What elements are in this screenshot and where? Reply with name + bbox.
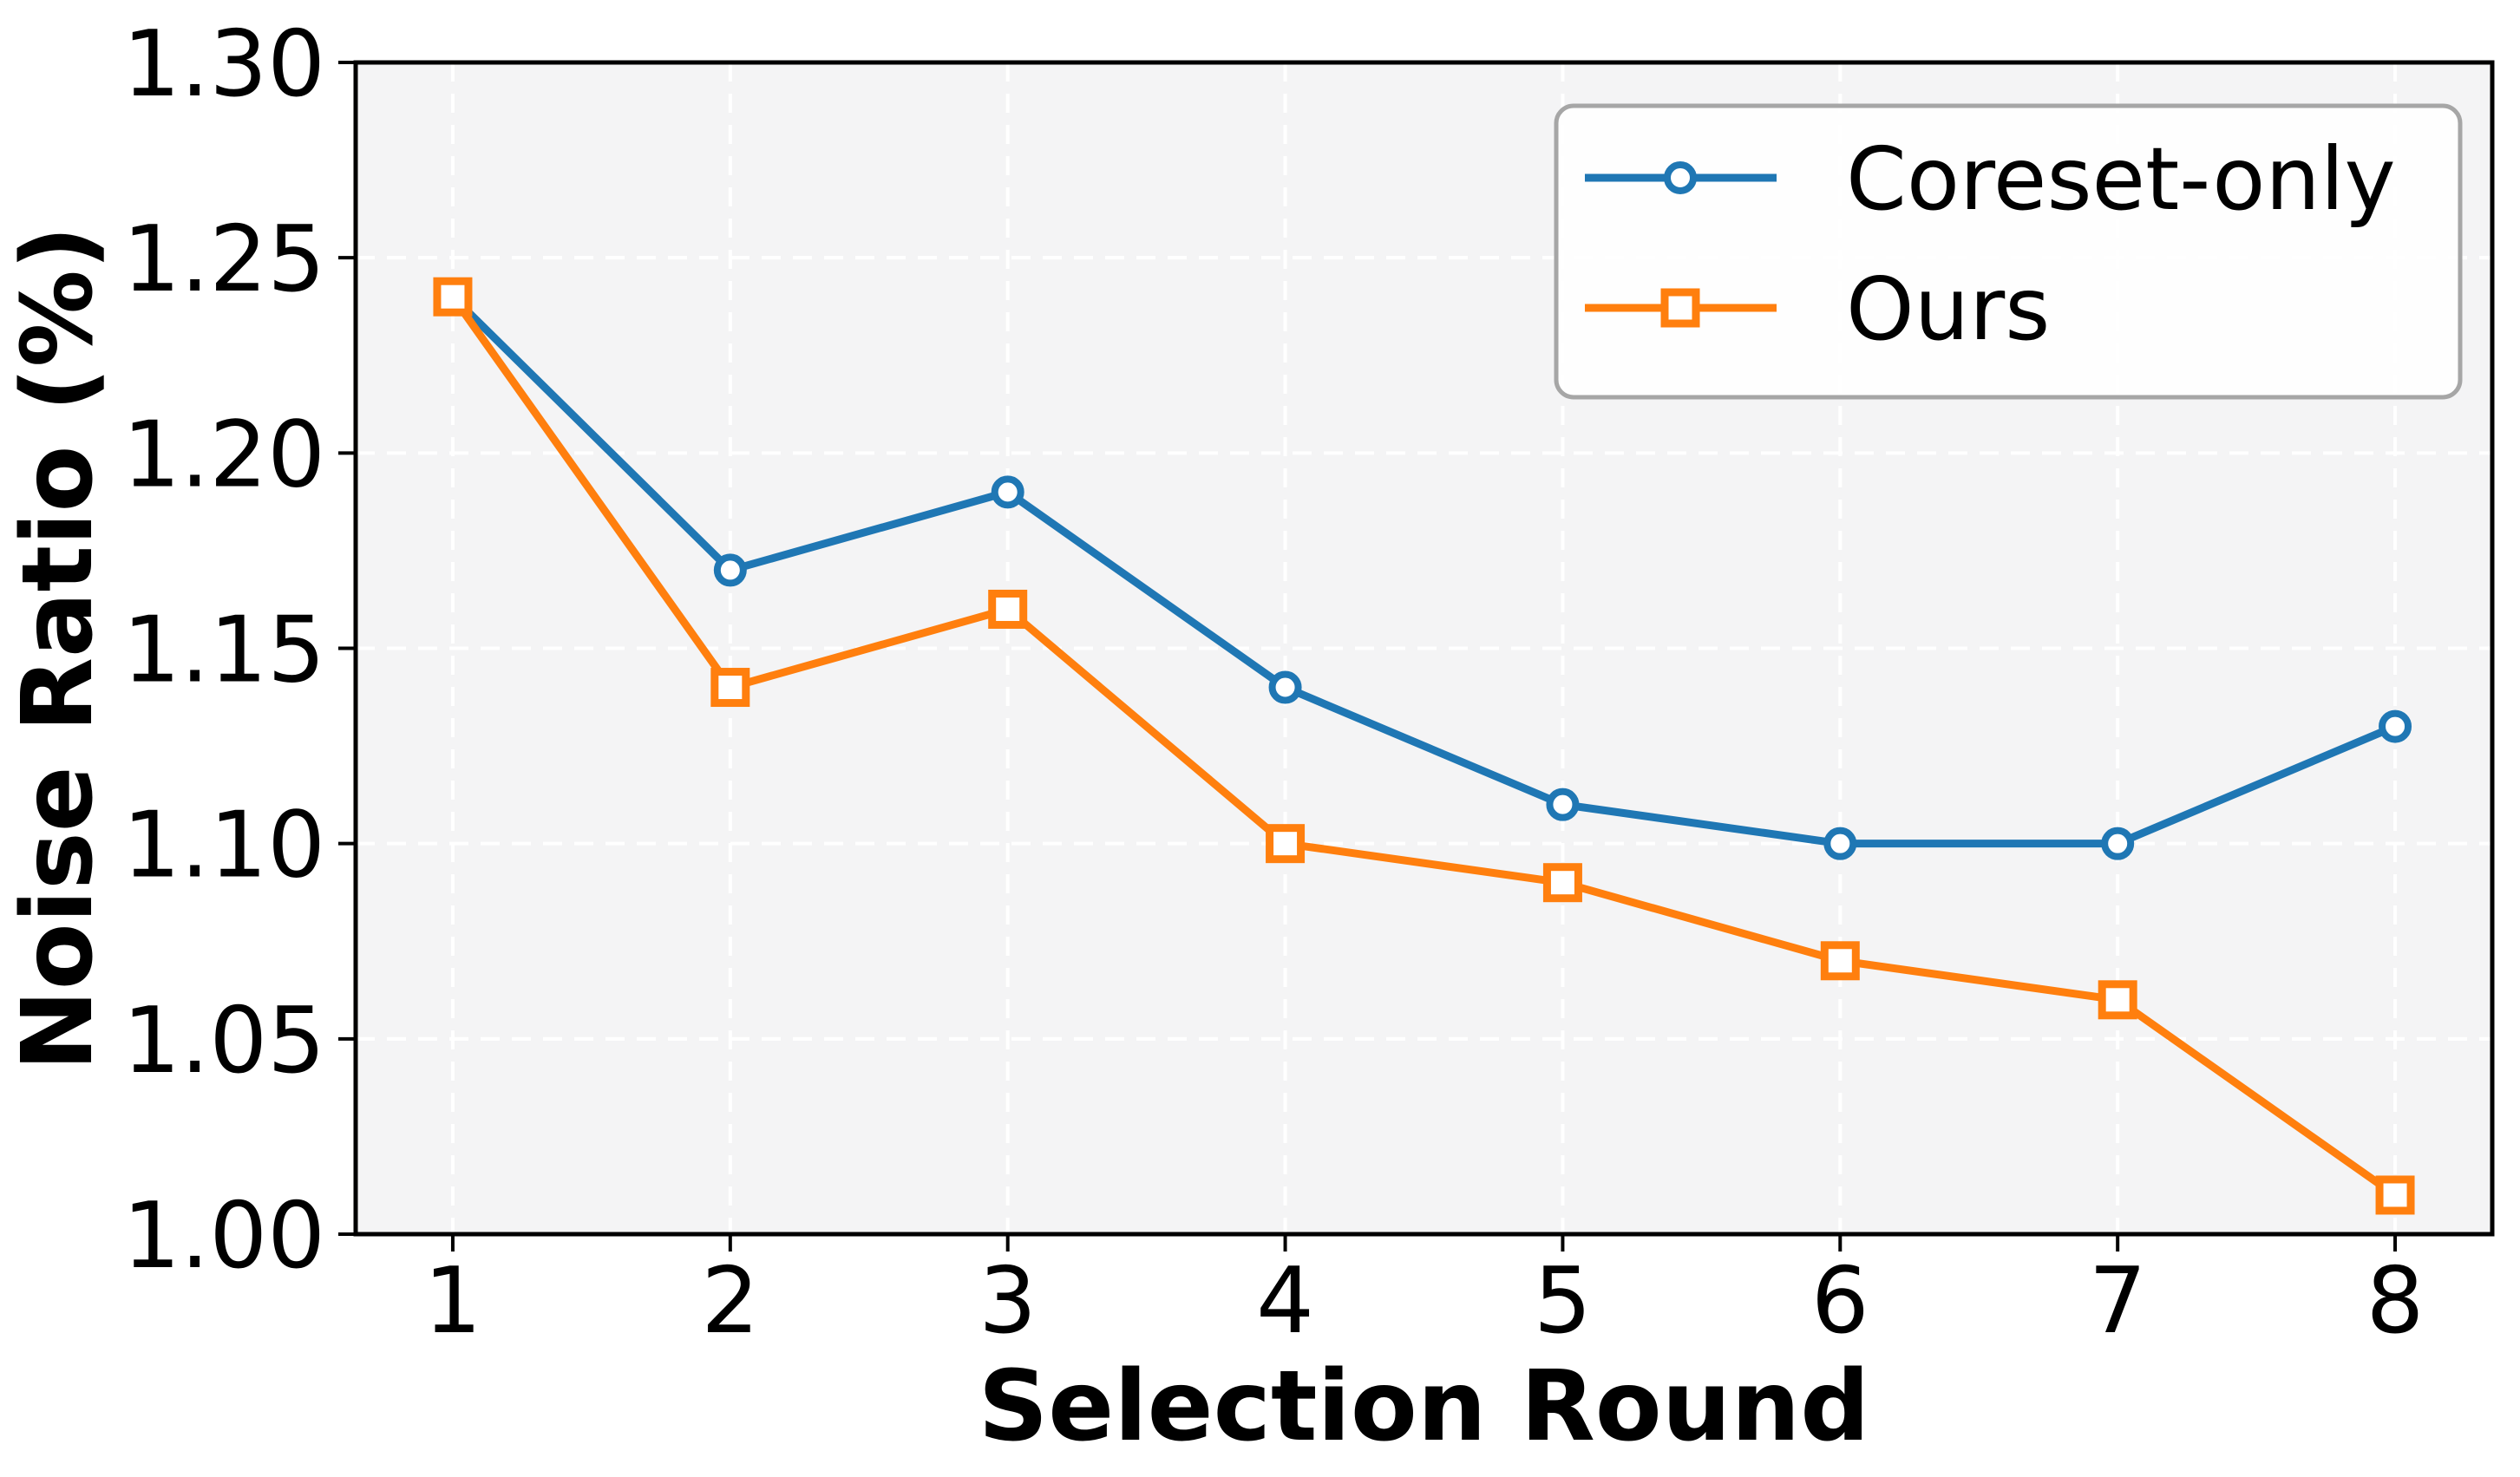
series-line-ours <box>448 292 2399 1199</box>
y-tick-label: 1.00 <box>122 1183 325 1289</box>
data-point-coreset-only <box>1546 788 1580 821</box>
legend-box <box>1554 103 2463 400</box>
data-point-ours <box>988 589 1028 629</box>
x-tick-label: 1 <box>424 1248 482 1354</box>
x-tick-label: 4 <box>1256 1248 1314 1354</box>
legend-label: Coreset-only <box>1846 128 2396 230</box>
y-tick-label: 1.10 <box>122 793 325 899</box>
series-line-coreset-only <box>448 292 2399 848</box>
legend-entry-coreset-only: Coreset-only <box>1585 128 2396 230</box>
data-point-ours <box>433 277 473 317</box>
data-point-coreset-only <box>991 475 1024 509</box>
legend-label: Ours <box>1846 258 2050 360</box>
legend-square-marker-icon <box>1660 288 1700 328</box>
legend-entry-ours: Ours <box>1585 258 2050 360</box>
legend: Coreset-only Ours <box>1554 103 2463 400</box>
data-point-coreset-only <box>1268 670 1302 704</box>
data-point-coreset-only <box>713 553 747 587</box>
y-tick-label: 1.15 <box>122 598 325 703</box>
x-tick-label: 3 <box>979 1248 1037 1354</box>
data-point-ours <box>2375 1175 2415 1215</box>
y-tick-label: 1.20 <box>122 402 325 507</box>
data-point-ours <box>1266 824 1306 864</box>
data-point-ours <box>1820 941 1860 981</box>
data-point-ours <box>2098 980 2137 1020</box>
y-tick-label: 1.05 <box>122 988 325 1094</box>
y-tick-label: 1.25 <box>122 206 325 312</box>
y-tick-label: 1.30 <box>122 11 325 117</box>
legend-circle-marker-icon <box>1664 161 1697 194</box>
data-point-coreset-only <box>2101 827 2135 860</box>
x-tick-label: 8 <box>2366 1248 2425 1354</box>
x-tick-label: 7 <box>2089 1248 2147 1354</box>
data-point-ours <box>1542 863 1582 903</box>
data-point-ours <box>710 668 750 708</box>
x-axis-label: Selection Round <box>979 1350 1870 1463</box>
y-axis-label: Noise Ratio (%) <box>2 225 115 1071</box>
x-tick-label: 2 <box>701 1248 759 1354</box>
x-tick-label: 6 <box>1811 1248 1869 1354</box>
data-point-coreset-only <box>2379 709 2412 743</box>
data-point-coreset-only <box>1823 827 1857 860</box>
x-tick-label: 5 <box>1534 1248 1592 1354</box>
